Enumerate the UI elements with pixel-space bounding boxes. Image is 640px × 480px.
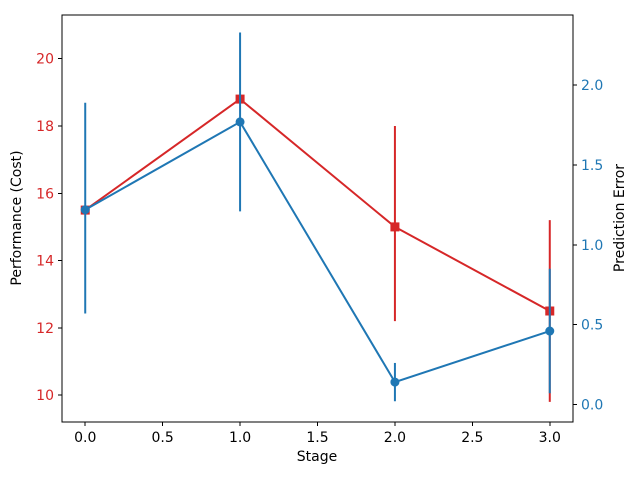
y-left-tick-label: 20 <box>36 52 54 68</box>
y-right-tick-label: 0.5 <box>581 318 603 334</box>
left-series-marker-square <box>390 222 400 232</box>
y-axis-label-left: Performance (Cost) <box>9 150 25 286</box>
y-right-tick-label: 2.0 <box>581 78 603 94</box>
y-left-tick-label: 18 <box>36 119 54 135</box>
x-tick-label: 2.0 <box>384 430 406 446</box>
right-series-line <box>84 120 551 384</box>
right-series-marker-circle <box>390 377 400 387</box>
right-series-marker-circle <box>80 205 90 215</box>
y-axis-label-right: Prediction Error <box>612 163 628 273</box>
y-right-tick-label: 1.5 <box>581 158 603 174</box>
left-series-line <box>84 98 551 312</box>
x-tick-label: 2.5 <box>461 430 483 446</box>
plot-frame <box>61 14 574 423</box>
x-axis-label: Stage <box>296 449 338 465</box>
right-series-marker-circle <box>545 326 555 336</box>
x-tick-label: 0.5 <box>152 430 174 446</box>
x-tick-label: 1.0 <box>229 430 251 446</box>
y-right-tick-label: 1.0 <box>581 238 603 254</box>
y-left-tick-label: 14 <box>36 254 54 270</box>
x-tick-label: 1.5 <box>306 430 328 446</box>
y-left-tick-label: 16 <box>36 186 54 202</box>
x-tick-label: 3.0 <box>539 430 561 446</box>
y-right-tick-label: 0.0 <box>581 397 603 413</box>
right-series-marker-circle <box>235 117 245 127</box>
y-left-tick-label: 12 <box>36 321 54 337</box>
y-left-tick-label: 10 <box>36 388 54 404</box>
x-tick-label: 0.0 <box>74 430 96 446</box>
